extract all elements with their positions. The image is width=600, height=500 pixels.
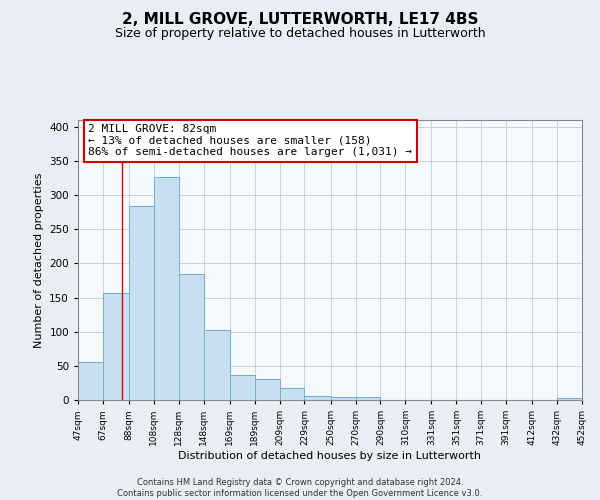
Bar <box>331 396 356 400</box>
Bar <box>154 176 179 400</box>
Text: 2 MILL GROVE: 82sqm
← 13% of detached houses are smaller (158)
86% of semi-detac: 2 MILL GROVE: 82sqm ← 13% of detached ho… <box>88 124 412 158</box>
Bar <box>304 396 331 400</box>
Bar <box>179 274 203 400</box>
Bar <box>255 379 280 400</box>
Text: Contains HM Land Registry data © Crown copyright and database right 2024.
Contai: Contains HM Land Registry data © Crown c… <box>118 478 482 498</box>
Bar <box>280 388 304 400</box>
Bar <box>230 374 255 400</box>
Bar <box>557 398 582 400</box>
Text: Size of property relative to detached houses in Lutterworth: Size of property relative to detached ho… <box>115 28 485 40</box>
Bar <box>103 293 129 400</box>
Y-axis label: Number of detached properties: Number of detached properties <box>34 172 44 348</box>
Bar <box>356 398 380 400</box>
X-axis label: Distribution of detached houses by size in Lutterworth: Distribution of detached houses by size … <box>179 451 482 461</box>
Bar <box>78 362 103 400</box>
Bar <box>203 330 230 400</box>
Text: 2, MILL GROVE, LUTTERWORTH, LE17 4BS: 2, MILL GROVE, LUTTERWORTH, LE17 4BS <box>122 12 478 28</box>
Bar <box>129 206 154 400</box>
